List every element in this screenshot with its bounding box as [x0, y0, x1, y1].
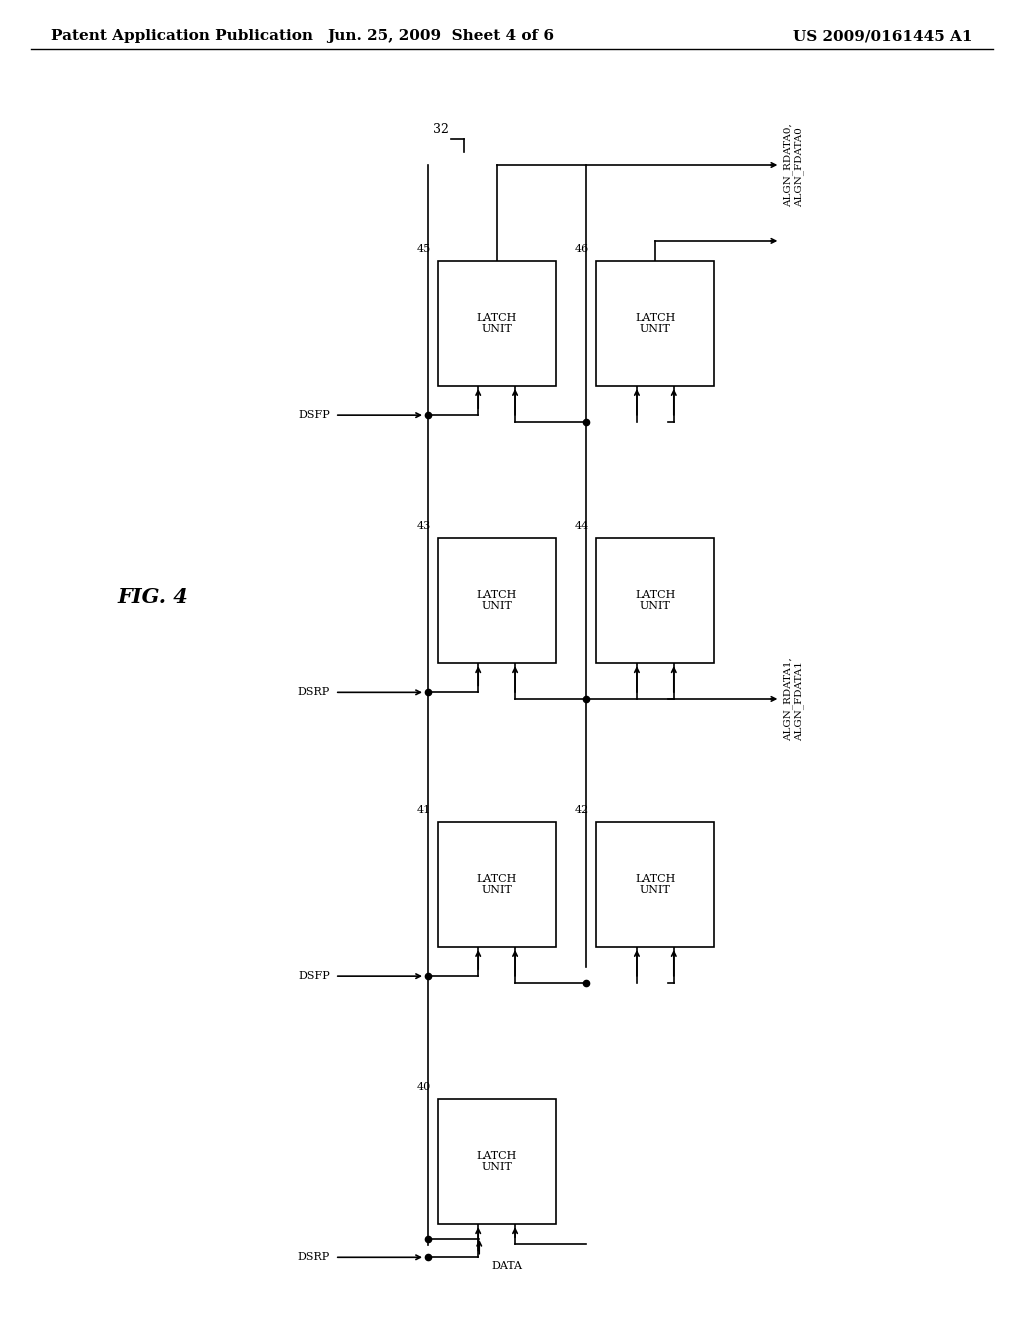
FancyBboxPatch shape: [596, 261, 715, 385]
Text: ALGN_RDATA1,
ALGN_FDATA1: ALGN_RDATA1, ALGN_FDATA1: [783, 657, 804, 741]
Text: LATCH
UNIT: LATCH UNIT: [476, 874, 517, 895]
Text: 46: 46: [575, 244, 590, 253]
Text: US 2009/0161445 A1: US 2009/0161445 A1: [794, 29, 973, 44]
Text: LATCH
UNIT: LATCH UNIT: [635, 590, 676, 611]
Text: LATCH
UNIT: LATCH UNIT: [476, 590, 517, 611]
Text: DSFP: DSFP: [298, 972, 330, 981]
Text: 42: 42: [575, 805, 590, 814]
FancyBboxPatch shape: [438, 821, 555, 948]
Text: 45: 45: [417, 244, 430, 253]
Text: DATA: DATA: [492, 1261, 522, 1271]
FancyBboxPatch shape: [596, 821, 715, 948]
Text: Patent Application Publication: Patent Application Publication: [51, 29, 313, 44]
Text: 41: 41: [417, 805, 430, 814]
FancyBboxPatch shape: [438, 1098, 555, 1225]
Text: LATCH
UNIT: LATCH UNIT: [635, 313, 676, 334]
FancyBboxPatch shape: [596, 539, 715, 663]
Text: DSRP: DSRP: [298, 688, 330, 697]
Text: 40: 40: [417, 1082, 430, 1093]
Text: LATCH
UNIT: LATCH UNIT: [476, 313, 517, 334]
Text: LATCH
UNIT: LATCH UNIT: [476, 1151, 517, 1172]
Text: LATCH
UNIT: LATCH UNIT: [635, 874, 676, 895]
FancyBboxPatch shape: [438, 539, 555, 663]
Text: 32: 32: [432, 123, 449, 136]
Text: Jun. 25, 2009  Sheet 4 of 6: Jun. 25, 2009 Sheet 4 of 6: [327, 29, 554, 44]
FancyBboxPatch shape: [438, 261, 555, 385]
Text: ALGN_RDATA0,
ALGN_FDATA0: ALGN_RDATA0, ALGN_FDATA0: [783, 123, 804, 207]
Text: 43: 43: [417, 521, 430, 531]
Text: FIG. 4: FIG. 4: [118, 586, 188, 607]
Text: DSRP: DSRP: [298, 1253, 330, 1262]
Text: DSFP: DSFP: [298, 411, 330, 420]
Text: 44: 44: [575, 521, 590, 531]
